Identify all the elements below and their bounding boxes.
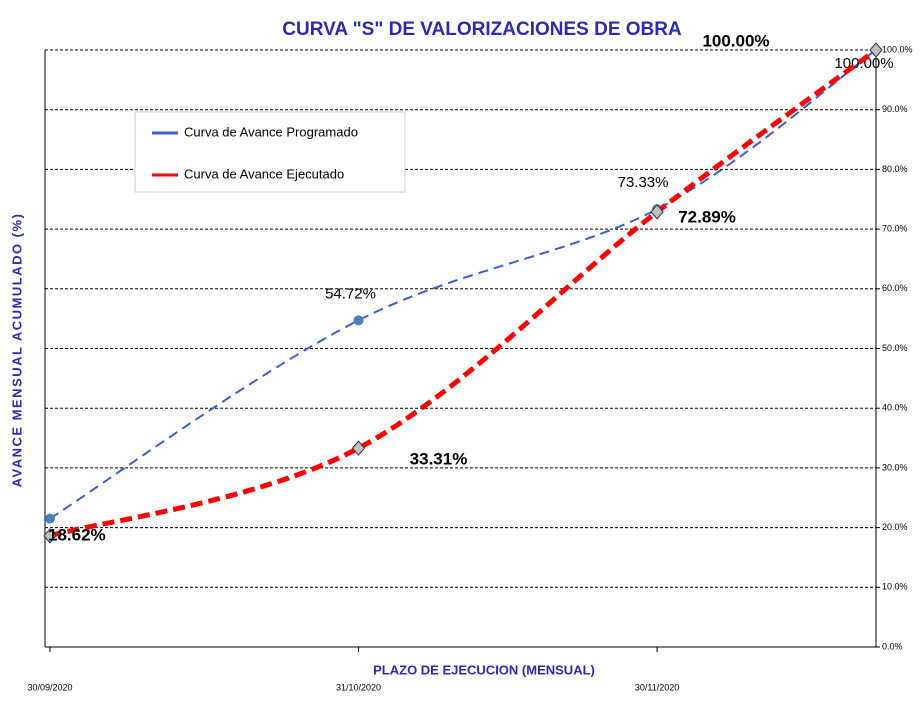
y-tick-label: 20.0% [882,522,908,532]
x-axis-label: PLAZO DE EJECUCION (MENSUAL) [373,662,595,677]
series-line [49,47,878,539]
chart-title: CURVA "S" DE VALORIZACIONES DE OBRA [282,19,682,40]
x-tick-label: 30/11/2020 [635,682,679,692]
point [351,440,366,456]
y-tick-label: 70.0% [882,223,908,233]
data-label: 73.33% [618,174,669,191]
legend-label: Curva de Avance Ejecutado [184,166,344,181]
data-label: 18.62% [48,525,106,544]
y-tick-label: 90.0% [882,104,908,114]
y-tick-label: 10.0% [882,582,908,592]
y-tick-label: 50.0% [882,343,908,353]
point [869,42,883,58]
y-tick-label: 30.0% [882,462,908,472]
y-tick-label: 80.0% [882,164,908,174]
y-tick-label: 40.0% [882,403,908,413]
data-label: 72.89% [678,207,736,226]
y-axis-label: AVANCE MENSUAL ACUMULADO (%) [9,213,24,488]
y-tick-label: 60.0% [882,283,908,293]
data-label: 33.31% [410,450,468,469]
point [43,528,57,544]
point [45,513,55,524]
point [353,315,364,326]
data-label: 100.00% [702,31,769,50]
legend-box [134,111,406,193]
x-tick-label: 30/09/2020 [27,682,72,692]
y-tick-label: 0.0% [882,641,903,651]
data-label: 54.72% [325,285,376,302]
y-tick-label: 100.0% [882,44,913,54]
series-line [49,49,877,520]
point [650,204,664,220]
legend-label: Curva de Avance Programado [184,124,358,139]
x-tick-label: 31/10/2020 [336,682,381,692]
